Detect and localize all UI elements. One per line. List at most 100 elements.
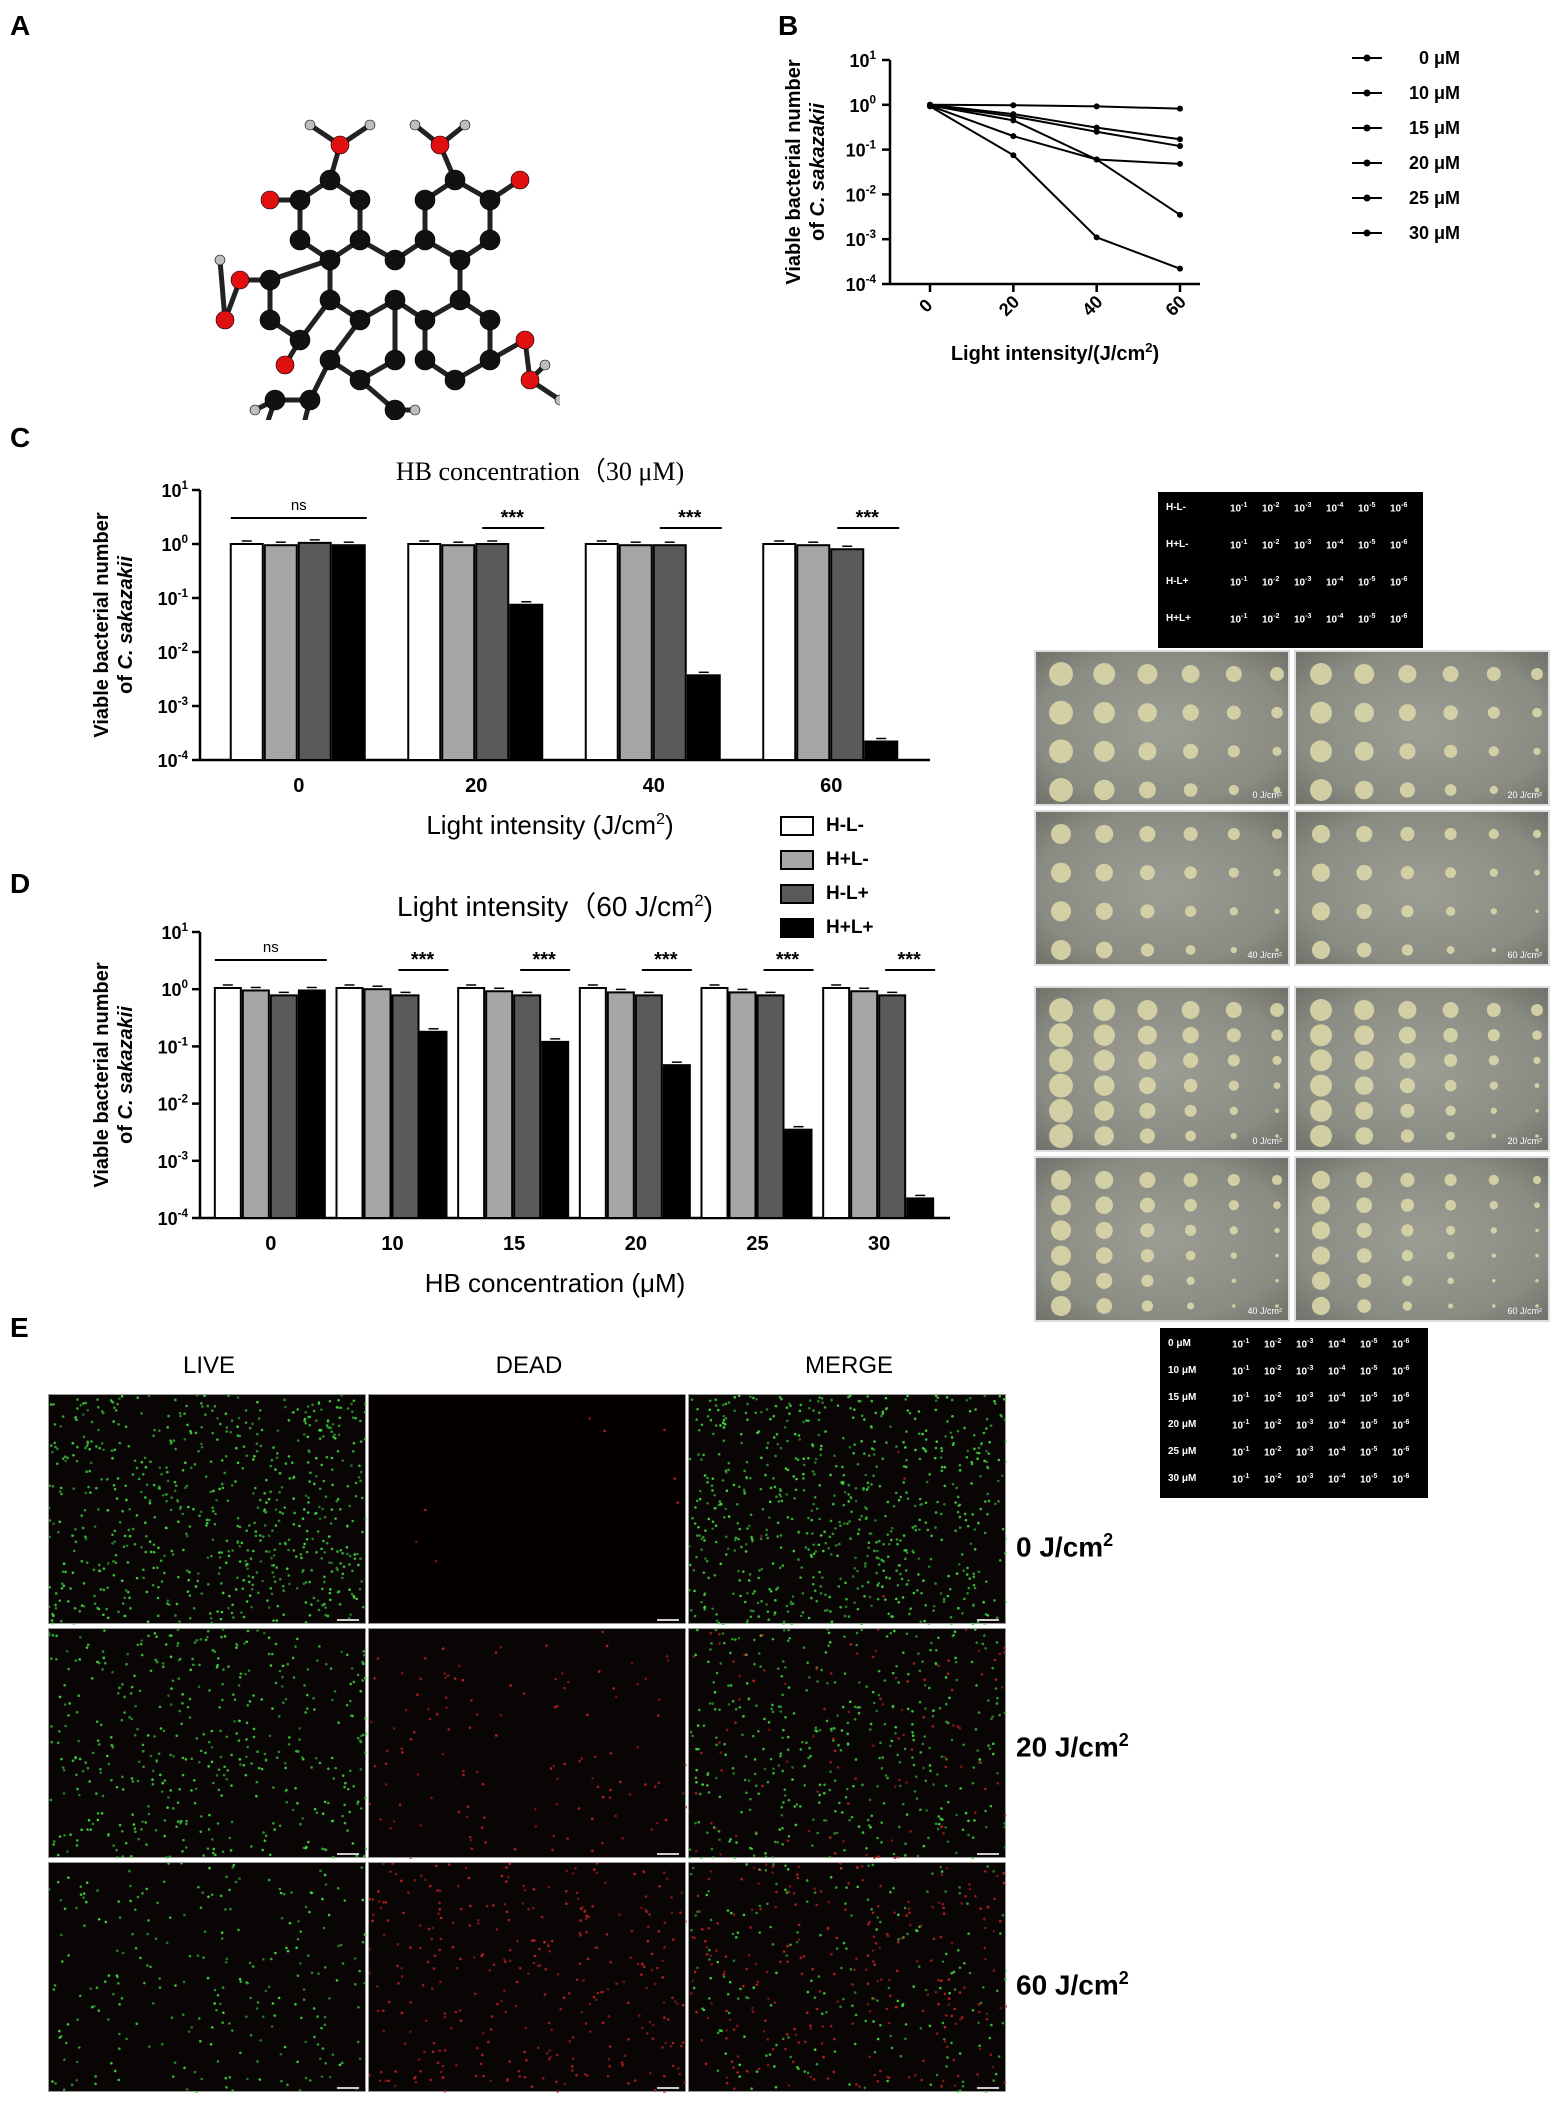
- bar: [634, 994, 663, 1219]
- dilution-row-label: 15 μM: [1168, 1392, 1197, 1403]
- colony-spot: [1311, 1246, 1331, 1265]
- colony-spot: [1225, 1002, 1242, 1018]
- colony-spot: [1230, 1252, 1237, 1259]
- significance-label: ***: [411, 949, 435, 971]
- colony-spot: [1272, 746, 1282, 756]
- colony-spot: [1050, 1195, 1072, 1216]
- dilution-label: 10-5: [1358, 539, 1376, 552]
- colony-spot: [1442, 1001, 1459, 1019]
- colony-spot: [1185, 945, 1196, 955]
- bar: [728, 991, 757, 1219]
- colony-spot: [1228, 1200, 1239, 1211]
- legend-label: 30 μM: [1409, 223, 1460, 243]
- legend-item: H+L+: [780, 914, 874, 942]
- carbon-atom: [414, 189, 436, 211]
- colony-spot: [1444, 1079, 1457, 1092]
- dilution-row-label: 0 μM: [1168, 1338, 1191, 1349]
- colony-spot: [1138, 1051, 1157, 1070]
- colony-spot: [1401, 1224, 1414, 1237]
- x-tick-label: 20: [995, 292, 1023, 320]
- x-axis-label: Light intensity/(J/cm2): [951, 340, 1159, 365]
- x-tick-label: 60: [820, 775, 842, 797]
- y-axis-label: Viable bacterial number of C. sakazakii: [91, 512, 137, 737]
- legend-label: H+L-: [826, 849, 869, 870]
- plate-label: 20 J/cm²: [1507, 1136, 1542, 1146]
- colony-spot: [1184, 1224, 1197, 1237]
- carbon-atom: [384, 249, 406, 271]
- dilution-label: 10-4: [1326, 502, 1344, 515]
- colony-spot: [1534, 1202, 1540, 1209]
- colony-spot: [1443, 705, 1458, 720]
- colony-spot: [1535, 1109, 1539, 1113]
- legend-item: H-L+: [780, 880, 869, 908]
- colony-spot: [1182, 1026, 1199, 1044]
- colony-spot: [1183, 743, 1199, 759]
- colony-spot: [1310, 701, 1332, 724]
- colony-spot: [1093, 1075, 1115, 1096]
- plate-label: 20 J/cm²: [1507, 790, 1542, 800]
- colony-spot: [1138, 742, 1157, 761]
- colony-spot: [1095, 1221, 1113, 1239]
- colony-spot: [1356, 1197, 1373, 1214]
- dilution-row: 0 μM 10-1 10-2 10-3 10-4 10-5 10-6: [1160, 1338, 1428, 1354]
- x-axis-label: HB concentration (μM): [425, 1268, 686, 1298]
- data-point: [1177, 143, 1183, 150]
- colony-spot: [1049, 998, 1073, 1022]
- colony-spot: [1445, 1225, 1456, 1236]
- colony-spot: [1139, 865, 1155, 881]
- colony-spot: [1310, 779, 1332, 801]
- colony-spot: [1533, 747, 1541, 755]
- colony-spot: [1275, 1134, 1279, 1138]
- colony-spot: [1487, 706, 1500, 719]
- legend-marker: [1363, 89, 1371, 97]
- plate-label: 0 J/cm²: [1252, 790, 1282, 800]
- colony-spot: [1400, 1129, 1415, 1143]
- colony-spot: [1095, 824, 1114, 844]
- colony-spot: [1271, 1029, 1283, 1041]
- colony-spot: [1096, 1298, 1113, 1314]
- carbon-atom: [319, 349, 341, 371]
- legend-label: 0 μM: [1419, 48, 1460, 68]
- carbon-atom: [479, 189, 501, 211]
- colony-spot: [1399, 782, 1415, 798]
- x-tick-label: 0: [293, 775, 304, 797]
- legend-label: H-L-: [826, 815, 864, 836]
- dilution-label: 10-2: [1262, 576, 1280, 589]
- carbon-atom: [319, 249, 341, 271]
- dilution-table-top: H-L- 10-1 10-2 10-3 10-4 10-5 10-6 H+L- 10-1 10-2…: [1158, 492, 1423, 648]
- x-tick-label: 40: [643, 775, 665, 797]
- dilution-label: 10-1: [1232, 1365, 1250, 1378]
- legend-label: 10 μM: [1409, 83, 1460, 103]
- colony-spot: [1227, 745, 1240, 758]
- colony-spot: [1402, 1301, 1413, 1311]
- dilution-label: 10-3: [1294, 502, 1312, 515]
- panel-label-c: C: [10, 422, 31, 453]
- colony-spot: [1535, 909, 1539, 914]
- colony-spot: [1491, 947, 1497, 953]
- colony-spot: [1229, 907, 1238, 916]
- dilution-label: 10-3: [1296, 1338, 1314, 1351]
- colony-spot: [1273, 1082, 1281, 1089]
- y-tick-label: 101: [849, 49, 876, 71]
- colony-spot: [1492, 1304, 1496, 1308]
- colony-spot: [1183, 826, 1198, 842]
- colony-spot: [1356, 903, 1372, 919]
- y-tick-label: 10-4: [158, 1207, 189, 1229]
- carbon-atom: [349, 309, 371, 331]
- colony-spot: [1140, 1248, 1155, 1263]
- legend-item: H+L-: [780, 846, 869, 874]
- plate-label: 0 J/cm²: [1252, 1136, 1282, 1146]
- colony-spot: [1050, 1245, 1072, 1266]
- colony-spot: [1275, 1279, 1279, 1283]
- x-tick-label: 0: [265, 1233, 276, 1255]
- oxygen-atom: [215, 310, 235, 330]
- dilution-label: 10-3: [1296, 1365, 1314, 1378]
- colony-spot: [1050, 1270, 1072, 1291]
- colony-spot: [1095, 902, 1113, 920]
- colony-spot: [1095, 1196, 1114, 1215]
- y-axis-label: Viable bacterial number of C. sakazakii: [783, 59, 829, 284]
- agar-plate: 20 J/cm²: [1294, 650, 1550, 806]
- dilution-label: 10-6: [1392, 1392, 1410, 1405]
- colony-spot: [1534, 1083, 1540, 1089]
- bar: [363, 988, 392, 1219]
